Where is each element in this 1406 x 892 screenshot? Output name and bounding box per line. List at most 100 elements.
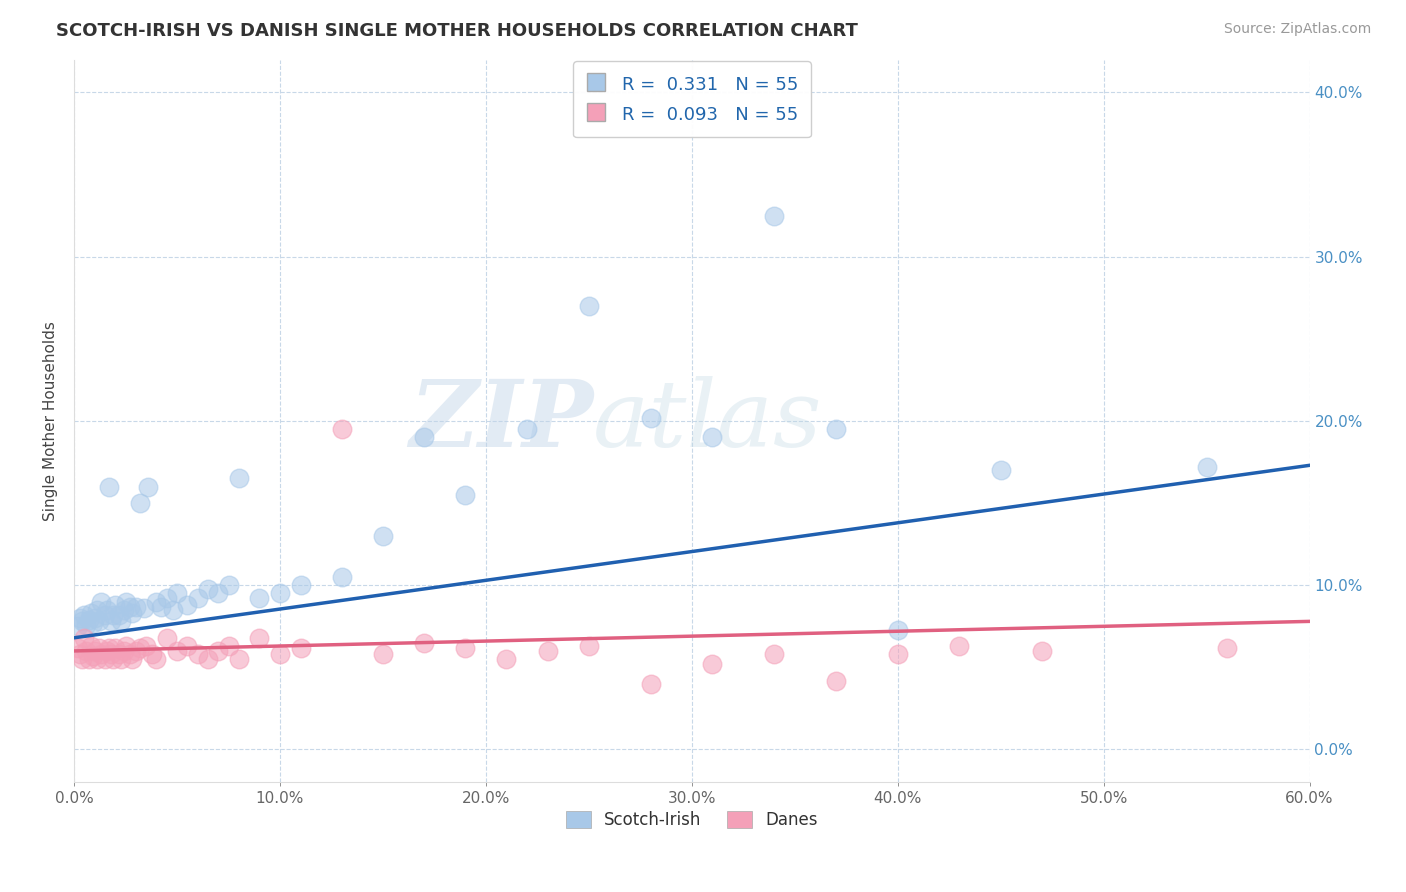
Point (578, 639, 600, 653)
Point (118, 599, 141, 614)
Point (537, 644, 560, 658)
Point (141, 647, 163, 661)
Point (103, 607, 125, 622)
Point (371, 647, 394, 661)
Point (77, 613, 100, 627)
Y-axis label: Single Mother Households: Single Mother Households (44, 321, 58, 521)
Point (114, 595, 136, 609)
Point (247, 631, 270, 645)
Point (495, 652, 517, 666)
Point (75, 617, 97, 632)
Point (96, 603, 118, 617)
Point (578, 299, 600, 313)
Point (516, 422, 538, 436)
Point (290, 578, 312, 592)
Point (79, 639, 101, 653)
Point (166, 586, 188, 600)
Point (136, 480, 159, 494)
Point (83, 644, 105, 658)
Point (104, 640, 127, 655)
Point (269, 647, 291, 661)
Point (118, 647, 141, 661)
Point (129, 496, 152, 510)
Point (112, 644, 135, 658)
Legend: Scotch-Irish, Danes: Scotch-Irish, Danes (560, 804, 824, 836)
Point (187, 647, 209, 661)
Point (413, 636, 436, 650)
Point (77, 652, 100, 666)
Point (73, 607, 96, 622)
Point (886, 623, 908, 637)
Text: atlas: atlas (593, 376, 823, 466)
Point (825, 422, 848, 436)
Point (1216, 640, 1239, 655)
Point (108, 607, 131, 622)
Point (218, 578, 240, 592)
Point (90, 647, 112, 661)
Point (990, 463, 1012, 477)
Point (87, 615, 110, 629)
Point (330, 422, 353, 436)
Point (94, 652, 117, 666)
Point (1031, 644, 1053, 658)
Point (87, 640, 110, 655)
Point (454, 488, 477, 502)
Point (371, 529, 394, 543)
Point (218, 639, 240, 653)
Point (330, 570, 353, 584)
Point (75, 644, 97, 658)
Point (114, 639, 136, 653)
Point (825, 673, 848, 688)
Point (640, 410, 662, 425)
Point (82, 615, 104, 630)
Point (83, 611, 105, 625)
Point (763, 647, 786, 661)
Point (763, 209, 786, 223)
Point (73, 631, 96, 645)
Point (104, 598, 127, 612)
Text: ZIP: ZIP (409, 376, 593, 466)
Point (145, 652, 167, 666)
Point (96, 644, 118, 658)
Point (149, 599, 172, 614)
Point (86, 603, 108, 617)
Point (90, 595, 112, 609)
Point (98, 480, 121, 494)
Point (162, 603, 184, 617)
Point (454, 640, 477, 655)
Point (135, 639, 157, 653)
Point (156, 631, 179, 645)
Point (100, 615, 122, 629)
Point (67, 640, 90, 655)
Point (269, 586, 291, 600)
Point (702, 657, 724, 671)
Point (702, 430, 724, 444)
Point (197, 652, 219, 666)
Point (166, 644, 188, 658)
Point (228, 652, 250, 666)
Point (247, 591, 270, 606)
Point (176, 639, 198, 653)
Point (103, 652, 125, 666)
Point (121, 606, 143, 620)
Point (948, 639, 970, 653)
Point (72, 615, 94, 629)
Point (886, 647, 908, 661)
Point (207, 644, 229, 658)
Point (640, 677, 662, 691)
Point (108, 647, 131, 661)
Point (98, 640, 121, 655)
Point (72, 652, 94, 666)
Point (129, 640, 152, 655)
Point (187, 591, 209, 606)
Point (94, 607, 117, 622)
Point (69, 647, 91, 661)
Point (121, 652, 143, 666)
Point (125, 644, 148, 658)
Point (100, 647, 122, 661)
Point (110, 652, 132, 666)
Point (86, 652, 108, 666)
Point (67, 619, 90, 633)
Point (125, 599, 148, 614)
Point (112, 603, 135, 617)
